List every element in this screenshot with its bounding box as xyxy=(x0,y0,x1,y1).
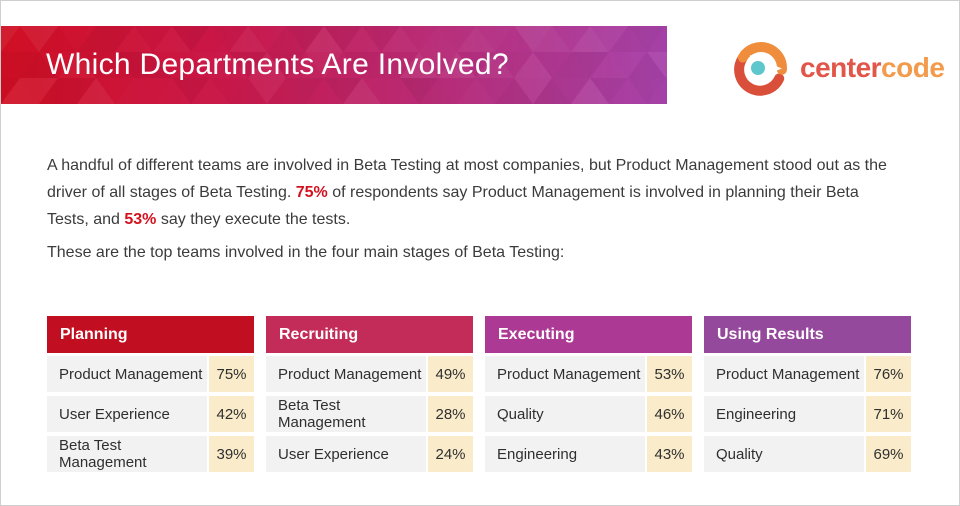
header-banner: Which Departments Are Involved? xyxy=(1,26,667,104)
page-title: Which Departments Are Involved? xyxy=(46,48,509,81)
centercode-logo: centercode xyxy=(733,40,945,96)
team-percent-cell: 42% xyxy=(209,396,254,432)
table-row: Engineering 43% xyxy=(485,436,692,472)
team-name-cell: Product Management xyxy=(266,356,426,392)
team-name-cell: Product Management xyxy=(47,356,207,392)
table-row: Product Management 53% xyxy=(485,356,692,392)
team-name-cell: Beta Test Management xyxy=(47,436,207,472)
team-percent-cell: 46% xyxy=(647,396,692,432)
intro-text-3: say they execute the tests. xyxy=(156,211,351,228)
table-row: Beta Test Management 39% xyxy=(47,436,254,472)
team-percent-cell: 76% xyxy=(866,356,911,392)
subtitle-text: These are the top teams involved in the … xyxy=(47,244,565,261)
centercode-logo-icon xyxy=(734,42,787,96)
stage-table-using-results: Using Results Product Management 76% Engine… xyxy=(704,316,911,476)
table-row: Product Management 49% xyxy=(266,356,473,392)
team-percent-cell: 71% xyxy=(866,396,911,432)
stage-header: Executing xyxy=(485,316,692,353)
table-row: Quality 46% xyxy=(485,396,692,432)
table-row: Product Management 75% xyxy=(47,356,254,392)
team-percent-cell: 53% xyxy=(647,356,692,392)
logo-teal-dot xyxy=(751,61,765,75)
stage-table-executing: Executing Product Management 53% Quality 46%… xyxy=(485,316,692,476)
stage-header: Using Results xyxy=(704,316,911,353)
wordmark-center: center xyxy=(800,52,882,83)
team-percent-cell: 43% xyxy=(647,436,692,472)
team-name-cell: Beta Test Management xyxy=(266,396,426,432)
table-row: Quality 69% xyxy=(704,436,911,472)
team-percent-cell: 28% xyxy=(428,396,473,432)
intro-paragraph: A handful of different teams are involve… xyxy=(47,152,903,233)
team-name-cell: Product Management xyxy=(485,356,645,392)
intro-text-1: A handful of different teams are involve… xyxy=(47,157,887,201)
team-percent-cell: 69% xyxy=(866,436,911,472)
stage-table-planning: Planning Product Management 75% User Experi… xyxy=(47,316,254,476)
team-percent-cell: 49% xyxy=(428,356,473,392)
team-percent-cell: 24% xyxy=(428,436,473,472)
table-row: Beta Test Management 28% xyxy=(266,396,473,432)
stat-planning-75: 75% xyxy=(295,184,328,201)
team-name-cell: User Experience xyxy=(47,396,207,432)
stage-header: Planning xyxy=(47,316,254,353)
table-row: User Experience 42% xyxy=(47,396,254,432)
stage-header: Recruiting xyxy=(266,316,473,353)
table-row: Engineering 71% xyxy=(704,396,911,432)
intro-text-2: of respondents say Product Management is… xyxy=(47,184,859,228)
team-name-cell: Product Management xyxy=(704,356,864,392)
triangle-mosaic-pattern xyxy=(1,26,667,104)
stat-executing-53: 53% xyxy=(124,211,157,228)
team-name-cell: Quality xyxy=(704,436,864,472)
table-row: User Experience 24% xyxy=(266,436,473,472)
team-name-cell: Quality xyxy=(485,396,645,432)
table-row: Product Management 76% xyxy=(704,356,911,392)
stage-tables: Planning Product Management 75% User Experi… xyxy=(47,316,911,476)
centercode-wordmark: centercode xyxy=(800,52,945,84)
team-name-cell: Engineering xyxy=(485,436,645,472)
stage-table-recruiting: Recruiting Product Management 49% Beta Test… xyxy=(266,316,473,476)
team-percent-cell: 39% xyxy=(209,436,254,472)
team-name-cell: Engineering xyxy=(704,396,864,432)
team-percent-cell: 75% xyxy=(209,356,254,392)
wordmark-code: code xyxy=(881,52,945,83)
team-name-cell: User Experience xyxy=(266,436,426,472)
